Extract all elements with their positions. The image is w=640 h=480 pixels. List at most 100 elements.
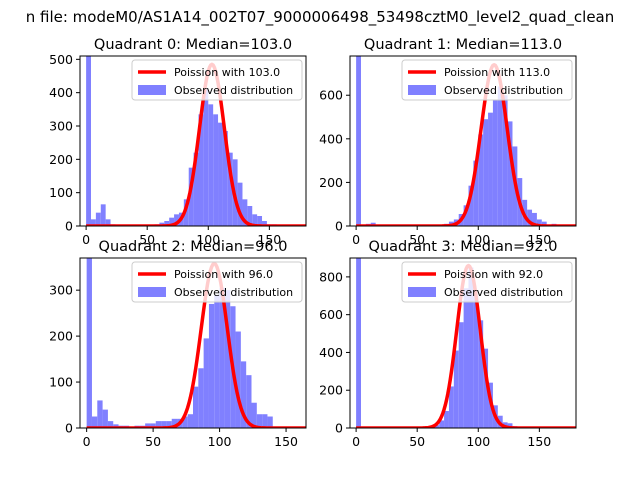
histogram-bar [166, 421, 172, 428]
histogram-bar [222, 131, 228, 226]
y-tick-label: 400 [49, 85, 73, 100]
histogram-bar [145, 423, 151, 428]
histogram-bar [164, 221, 170, 226]
x-tick-label: 150 [257, 232, 281, 247]
panel-title: Quadrant 0: Median=103.0 [94, 37, 292, 53]
legend-box [131, 59, 303, 101]
histogram-bar [218, 122, 223, 226]
histogram-bar [488, 112, 493, 226]
histogram-bar [483, 348, 489, 428]
quadrant-2-panel: 0 50 100 150 0 100 200 300 Quadrant 2: Median=96… [49, 239, 307, 449]
histogram-bar [251, 402, 257, 428]
histogram-bar [224, 290, 231, 428]
histogram-bar [174, 214, 179, 226]
y-tick-label: 600 [319, 307, 343, 322]
y-tick-label: 100 [49, 375, 73, 390]
histogram-bar [497, 86, 503, 226]
histogram-bar [247, 206, 253, 226]
histogram-bar [198, 114, 204, 226]
plot-area [355, 56, 576, 226]
histogram-bar [502, 95, 508, 226]
legend-box [131, 261, 303, 303]
y-tick-label: 200 [49, 152, 73, 167]
histogram-bar [267, 416, 273, 428]
poisson-curve [85, 62, 306, 226]
histogram-bar [237, 182, 243, 226]
y-tick-label: 200 [49, 329, 73, 344]
histogram-bar [193, 386, 199, 428]
y-tick-label: 0 [335, 421, 343, 436]
histogram-bar [536, 219, 542, 226]
histogram-bar [150, 423, 156, 428]
histogram-bar [246, 375, 252, 428]
histogram-bar [453, 350, 459, 428]
axes-frame [349, 257, 577, 429]
histogram-bar [356, 258, 361, 428]
legend-histogram-label: Observed distribution [174, 84, 293, 97]
legend-histogram-swatch [138, 287, 166, 297]
legend-box [401, 261, 573, 303]
histogram-bar [434, 425, 440, 428]
histogram-bar [100, 204, 106, 226]
histogram-bar [468, 267, 474, 428]
histogram-bar [492, 99, 498, 226]
x-tick-label: 0 [352, 434, 360, 449]
histogram-bar [356, 56, 361, 226]
x-tick-label: 100 [466, 232, 490, 247]
histogram-bar [507, 423, 513, 428]
histogram-bar [95, 212, 101, 226]
legend-histogram-swatch [408, 287, 436, 297]
histogram-bar [448, 386, 454, 428]
plot-area [85, 56, 306, 226]
panel-title: Quadrant 1: Median=113.0 [364, 37, 562, 53]
quadrant-3-panel: 0 50 100 150 0 200 400 600 800 Quadrant 3: Median… [319, 239, 577, 449]
histogram-bar [113, 424, 119, 428]
x-tick-label: 50 [145, 434, 161, 449]
legend-histogram-label: Observed distribution [444, 84, 563, 97]
y-tick-label: 0 [335, 219, 343, 234]
histogram-bar [169, 217, 175, 226]
histogram-bar [183, 199, 189, 226]
legend-box [401, 59, 573, 101]
histogram-bar [468, 185, 474, 226]
histogram-bar [208, 104, 214, 226]
histogram-bar [483, 119, 489, 226]
histogram-bar [240, 361, 247, 428]
x-tick-label: 100 [466, 434, 490, 449]
histogram-bar [213, 114, 219, 226]
legend-histogram-swatch [138, 85, 166, 95]
legend-histogram-label: Observed distribution [444, 286, 563, 299]
histogram-bar [91, 416, 98, 428]
x-tick-label: 50 [409, 232, 425, 247]
histogram-bar [227, 152, 233, 226]
axes-frame [79, 55, 307, 227]
axes-frame [79, 257, 307, 429]
histogram-bar [214, 294, 220, 428]
y-tick-label: 600 [319, 88, 343, 103]
histogram-bar [256, 414, 263, 428]
y-tick-label: 200 [319, 175, 343, 190]
histogram-bar [478, 320, 484, 428]
histogram-bar [473, 295, 479, 428]
histogram-bar [478, 134, 484, 226]
histogram-bar [203, 89, 209, 226]
axes-frame [349, 55, 577, 227]
y-tick-label: 100 [49, 185, 73, 200]
histogram-bar [171, 418, 178, 428]
x-tick-label: 150 [527, 232, 551, 247]
x-tick-label: 150 [527, 434, 551, 449]
histogram-bar [463, 205, 469, 226]
quadrant-1-panel: 0 50 100 150 0 200 400 600 Quadrant 1: Median=11… [319, 37, 577, 247]
histogram-bar [182, 416, 188, 428]
histogram-bar [90, 219, 96, 226]
legend-poisson-label: Poission with 103.0 [174, 66, 280, 79]
histogram-bar [541, 221, 547, 226]
y-tick-label: 800 [319, 269, 343, 284]
x-tick-label: 150 [274, 434, 298, 449]
histogram-bar [532, 212, 537, 226]
histogram-bar [86, 56, 91, 226]
x-tick-label: 0 [352, 232, 360, 247]
y-tick-label: 300 [49, 119, 73, 134]
legend-histogram-label: Observed distribution [174, 286, 293, 299]
